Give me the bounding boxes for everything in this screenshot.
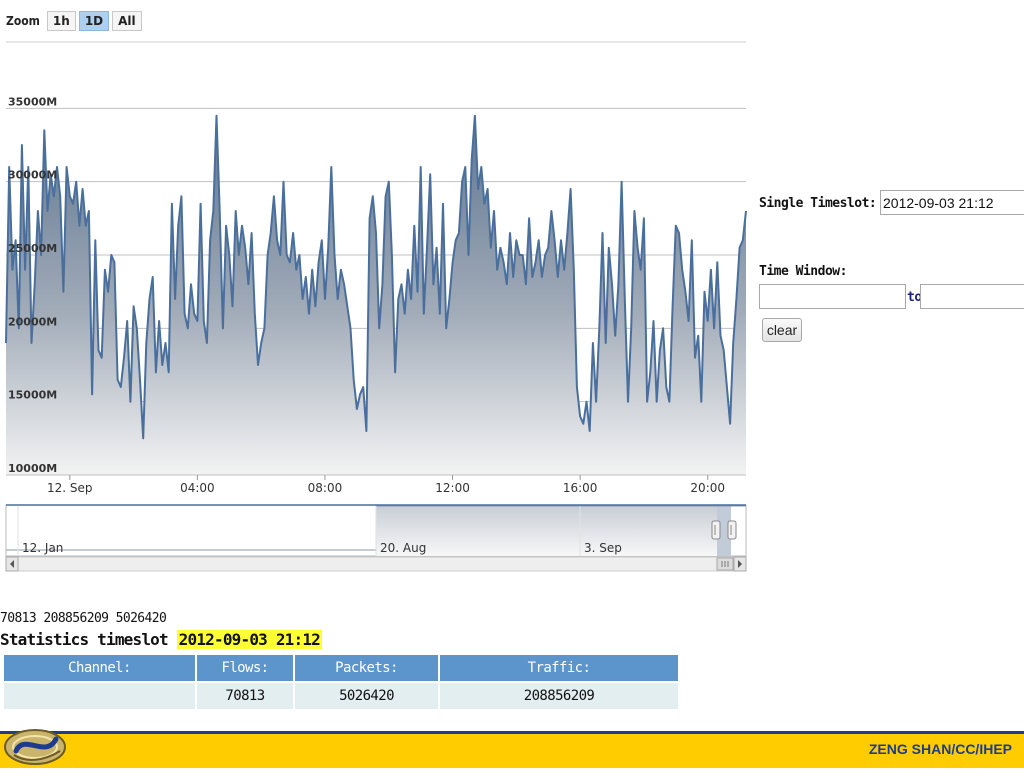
single-timeslot-label: Single Timeslot: xyxy=(759,196,877,211)
y-tick-label: 15000M xyxy=(8,389,57,402)
zoom-1d-button[interactable]: 1D xyxy=(78,11,110,31)
navigator-series-area xyxy=(376,506,717,556)
series-line xyxy=(5,114,747,440)
navigator-selected-range[interactable] xyxy=(717,506,731,556)
stats-title-prefix: Statistics timeslot xyxy=(0,630,169,649)
footer-divider xyxy=(0,731,1024,734)
zoom-bar: Zoom 1h 1D All xyxy=(6,11,142,31)
column-header-channel: Channel: xyxy=(4,655,195,681)
stats-title: Statistics timeslot 2012-09-03 21:12 xyxy=(0,630,322,649)
x-tick-label: 08:00 xyxy=(308,481,343,495)
y-tick-label: 10000M xyxy=(8,462,57,475)
arrow-right-icon xyxy=(738,560,742,568)
y-tick-label: 20000M xyxy=(8,315,57,328)
arrow-left-icon xyxy=(10,560,14,568)
column-header-traffic: Traffic: xyxy=(440,655,678,681)
x-tick-label: 20:00 xyxy=(690,481,725,495)
navigator-tick-label: 3. Sep xyxy=(584,541,622,555)
cell-packets: 5026420 xyxy=(295,681,438,709)
zoom-all-button[interactable]: All xyxy=(112,11,142,31)
clear-button[interactable]: clear xyxy=(762,318,802,342)
zoom-1h-button[interactable]: 1h xyxy=(46,11,76,31)
stats-raw-line: 70813 208856209 5026420 xyxy=(0,611,167,626)
cell-flows: 70813 xyxy=(197,681,293,709)
series-area xyxy=(6,115,746,475)
navigator-right-handle[interactable] xyxy=(727,520,737,540)
stats-timeslot-highlight: 2012-09-03 21:12 xyxy=(176,630,322,649)
navigator-tick-label: 20. Aug xyxy=(380,541,426,555)
time-window-label: Time Window: xyxy=(759,264,847,279)
table-row: 70813 5026420 208856209 xyxy=(4,681,678,709)
table-header-row: Channel: Flows: Packets: Traffic: xyxy=(4,655,678,681)
y-tick-label: 35000M xyxy=(8,95,57,108)
scrollbar-track[interactable] xyxy=(5,556,747,572)
x-tick-label: 12:00 xyxy=(435,481,470,495)
time-window-from-input[interactable] xyxy=(759,284,906,309)
single-timeslot-input[interactable] xyxy=(880,190,1024,215)
column-header-flows: Flows: xyxy=(197,655,293,681)
statistics-table: Channel: Flows: Packets: Traffic: 70813 … xyxy=(2,655,680,709)
navigator-left-handle[interactable] xyxy=(711,520,721,540)
column-header-packets: Packets: xyxy=(295,655,438,681)
cell-traffic: 208856209 xyxy=(440,681,678,709)
x-axis: 12. Sep 04:00 08:00 12:00 16:00 20:00 xyxy=(6,474,746,495)
y-tick-label: 30000M xyxy=(8,169,57,182)
y-tick-label: 25000M xyxy=(8,242,57,255)
footer-author-text: ZENG SHAN/CC/IHEP xyxy=(868,741,1012,757)
cell-channel xyxy=(4,681,195,709)
x-tick-label: 12. Sep xyxy=(47,481,93,495)
x-tick-label: 04:00 xyxy=(180,481,215,495)
footer-bar xyxy=(0,734,1024,768)
traffic-chart[interactable]: 10000M 15000M 20000M 25000M 30000M 35000M 12.… xyxy=(0,0,752,580)
navigator-tick-label: 12. Jan xyxy=(22,541,63,555)
zoom-label: Zoom xyxy=(6,14,40,28)
scrollbar[interactable] xyxy=(5,556,747,572)
navigator[interactable]: 12. Jan 20. Aug 3. Sep xyxy=(5,504,747,557)
ihep-logo-icon xyxy=(4,729,66,765)
x-tick-label: 16:00 xyxy=(563,481,598,495)
time-window-to-input[interactable] xyxy=(920,284,1024,309)
time-window-to-label: to xyxy=(907,290,922,305)
y-axis-labels: 10000M 15000M 20000M 25000M 30000M 35000M xyxy=(8,95,57,475)
